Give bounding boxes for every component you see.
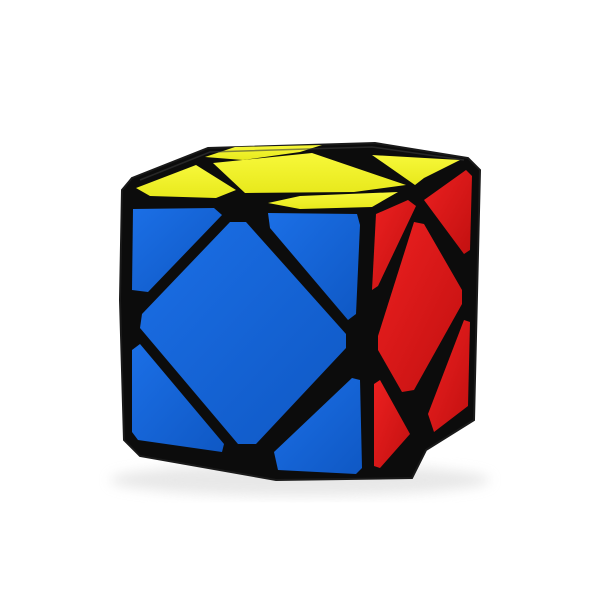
cube-edge-highlight [139, 146, 465, 181]
top-sticker-front [268, 192, 398, 209]
top-sticker-left [136, 165, 236, 198]
front-sticker-center [140, 222, 346, 444]
right-sticker-center [378, 222, 462, 392]
right-face [372, 170, 472, 468]
top-sticker-right [372, 155, 460, 185]
top-face [136, 145, 460, 209]
front-sticker-bottom-right [274, 378, 362, 474]
front-sticker-bottom-left [132, 344, 224, 452]
right-sticker-bottom-right [428, 320, 470, 432]
right-sticker-top-left [372, 200, 416, 290]
right-sticker-bottom-left [374, 380, 410, 468]
right-sticker-top-right [424, 170, 472, 254]
front-sticker-top-left [132, 208, 222, 292]
front-sticker-top-right [268, 213, 360, 320]
top-sticker-center [213, 153, 406, 193]
front-face [132, 208, 362, 474]
